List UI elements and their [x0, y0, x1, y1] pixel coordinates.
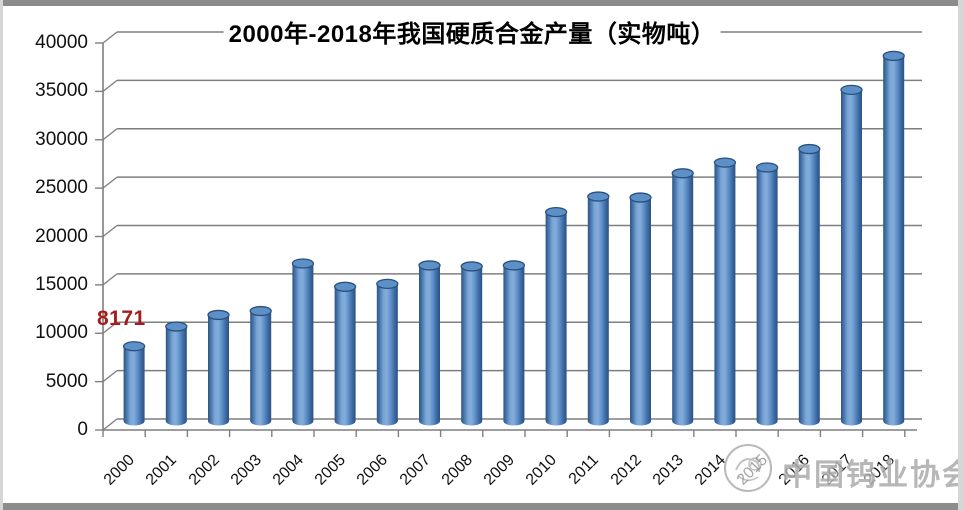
bar-top-cap — [291, 258, 315, 269]
right-border-bar — [958, 0, 964, 510]
bar-body — [165, 326, 187, 421]
bar-body — [503, 265, 525, 421]
bar-2016 — [798, 143, 821, 426]
gridline-depth-connector — [102, 370, 118, 383]
bar-top-cap — [165, 321, 188, 332]
gridline-depth-connector — [102, 321, 118, 334]
bar-2014 — [713, 157, 737, 426]
bar-top-cap — [882, 50, 905, 62]
watermark: 中国钨业协会 — [722, 438, 964, 498]
bar-2018 — [882, 50, 905, 426]
bar-2003 — [249, 305, 272, 426]
bar-2008 — [460, 261, 483, 426]
bar-2005 — [333, 281, 357, 426]
y-tick-label-35000: 35000 — [35, 80, 88, 102]
bar-top-cap — [249, 305, 272, 317]
left-border-bar — [0, 0, 3, 510]
gridline-depth-connector — [102, 128, 118, 141]
bar-body — [123, 346, 145, 421]
bar-body — [841, 89, 862, 421]
bar-body — [756, 167, 778, 421]
gridline-depth-connector — [102, 224, 118, 238]
y-tick-label-5000: 5000 — [45, 370, 88, 392]
bar-2000 — [122, 341, 146, 426]
gridline-depth-connector — [102, 79, 118, 92]
chart-title: 2000年-2018年我国硬质合金产量（实物吨） — [223, 14, 721, 49]
bar-body — [334, 286, 356, 421]
bar-2006 — [376, 278, 399, 426]
bar-body — [376, 283, 398, 421]
bar-body — [672, 173, 694, 421]
bar-2009 — [502, 260, 526, 426]
y-tick-label-25000: 25000 — [35, 177, 88, 199]
y-tick-label-0: 0 — [77, 419, 88, 440]
bar-top-cap — [502, 260, 526, 271]
bar-top-cap — [207, 309, 230, 321]
y-tick-label-15000: 15000 — [35, 273, 88, 295]
gridline-depth-connector — [102, 31, 118, 44]
bar-2013 — [671, 168, 694, 426]
bar-body — [545, 212, 567, 421]
bar-body — [419, 265, 440, 421]
top-border-bar — [0, 0, 964, 6]
gridline-depth-connector — [102, 176, 118, 189]
gridline-depth-connector — [102, 273, 118, 286]
bar-2004 — [291, 258, 315, 426]
bar-2007 — [418, 260, 441, 426]
bar-top-cap — [713, 157, 737, 168]
bar-top-cap — [460, 261, 483, 272]
bar-body — [587, 196, 609, 421]
bar-2001 — [165, 321, 188, 426]
bar-body — [714, 162, 736, 421]
association-logo-icon — [724, 444, 772, 492]
bar-data-label: 8171 — [97, 307, 146, 330]
bar-body — [292, 263, 314, 421]
y-tick-label-10000: 10000 — [35, 322, 88, 344]
bar-top-cap — [671, 168, 694, 179]
bar-2015 — [755, 162, 779, 426]
bottom-border-bar — [0, 503, 964, 510]
bar-2010 — [544, 206, 568, 426]
bar-top-cap — [333, 281, 357, 292]
bar-body — [250, 311, 272, 421]
bar-top-cap — [376, 278, 399, 290]
bar-top-cap — [587, 191, 610, 202]
gridline-depth-connector — [102, 418, 118, 431]
bar-2017 — [840, 84, 863, 426]
bar-top-cap — [840, 84, 863, 96]
bar-body — [883, 55, 905, 422]
y-tick-label-30000: 30000 — [35, 128, 88, 150]
bar-top-cap — [122, 341, 146, 352]
watermark-text: 中国钨业协会 — [782, 459, 964, 492]
bar-body — [798, 149, 820, 422]
bar-body — [208, 314, 229, 421]
bar-2011 — [587, 191, 610, 426]
bar-body — [461, 266, 483, 421]
bar-top-cap — [755, 162, 779, 173]
y-tick-label-20000: 20000 — [35, 225, 88, 247]
y-tick-label-40000: 40000 — [35, 32, 88, 53]
bar-top-cap — [629, 192, 652, 203]
bar-2012 — [629, 192, 652, 426]
bar-body — [630, 197, 651, 421]
bar-2002 — [207, 309, 230, 426]
bar-top-cap — [544, 206, 568, 218]
bar-top-cap — [418, 260, 441, 271]
bar-top-cap — [798, 143, 821, 155]
